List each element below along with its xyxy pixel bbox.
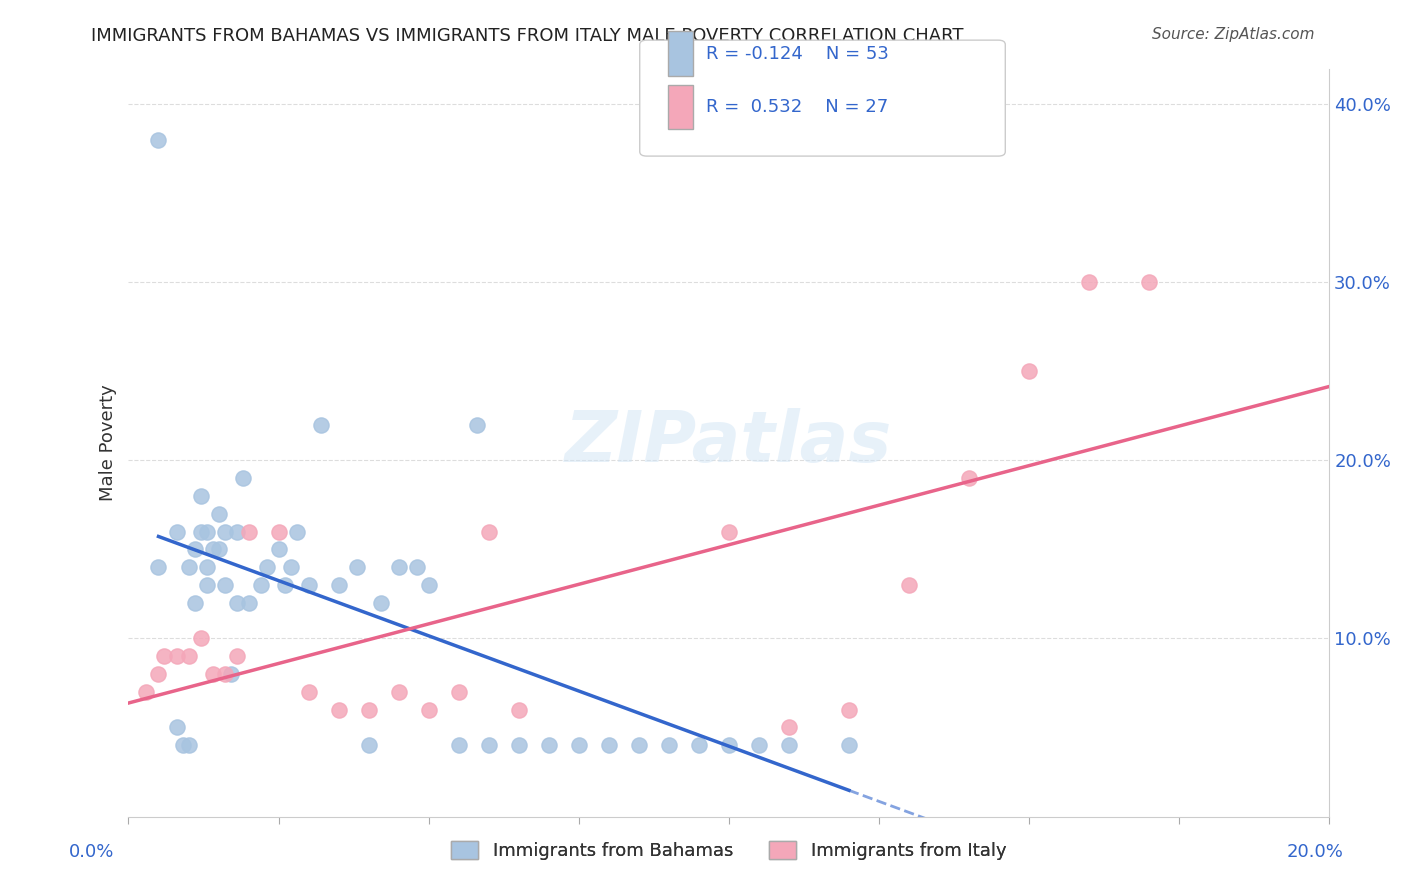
Point xyxy=(405,560,427,574)
Point xyxy=(285,524,308,539)
Point xyxy=(267,524,290,539)
Point xyxy=(478,739,501,753)
Point xyxy=(309,417,332,432)
Point xyxy=(568,739,591,753)
Point xyxy=(148,560,170,574)
Point xyxy=(280,560,302,574)
Point xyxy=(957,471,980,485)
Point xyxy=(717,739,740,753)
Point xyxy=(627,739,650,753)
Point xyxy=(148,133,170,147)
Point xyxy=(207,507,229,521)
Text: ZIPatlas: ZIPatlas xyxy=(565,408,893,477)
Point xyxy=(214,578,236,592)
Text: 0.0%: 0.0% xyxy=(69,843,114,861)
Point xyxy=(195,560,218,574)
Point xyxy=(177,739,200,753)
Point xyxy=(838,739,860,753)
Point xyxy=(225,596,247,610)
Point xyxy=(418,578,440,592)
Point xyxy=(238,524,260,539)
Point xyxy=(166,649,188,664)
Point xyxy=(267,542,290,557)
Point xyxy=(190,524,212,539)
Point xyxy=(1137,275,1160,289)
Text: Source: ZipAtlas.com: Source: ZipAtlas.com xyxy=(1152,27,1315,42)
Point xyxy=(1018,364,1040,378)
Point xyxy=(297,578,319,592)
Point xyxy=(135,685,157,699)
Point xyxy=(898,578,921,592)
Point xyxy=(778,721,800,735)
Point xyxy=(225,524,247,539)
Point xyxy=(273,578,295,592)
Point xyxy=(838,703,860,717)
Text: 20.0%: 20.0% xyxy=(1286,843,1343,861)
Point xyxy=(207,542,229,557)
Point xyxy=(328,703,350,717)
Point xyxy=(183,596,205,610)
Text: R =  0.532    N = 27: R = 0.532 N = 27 xyxy=(706,98,889,116)
Point xyxy=(297,685,319,699)
Point xyxy=(201,542,224,557)
Point xyxy=(225,649,247,664)
Point xyxy=(537,739,560,753)
Point xyxy=(190,489,212,503)
Text: R = -0.124    N = 53: R = -0.124 N = 53 xyxy=(706,45,889,62)
Point xyxy=(172,739,194,753)
Point xyxy=(778,739,800,753)
Point xyxy=(183,542,205,557)
Point xyxy=(717,524,740,539)
Point xyxy=(748,739,770,753)
Point xyxy=(1078,275,1101,289)
Point xyxy=(177,560,200,574)
Point xyxy=(166,524,188,539)
Point xyxy=(190,632,212,646)
Point xyxy=(478,524,501,539)
Point xyxy=(447,685,470,699)
Point xyxy=(357,739,380,753)
Text: IMMIGRANTS FROM BAHAMAS VS IMMIGRANTS FROM ITALY MALE POVERTY CORRELATION CHART: IMMIGRANTS FROM BAHAMAS VS IMMIGRANTS FR… xyxy=(91,27,965,45)
Point xyxy=(508,739,530,753)
Point xyxy=(177,649,200,664)
Point xyxy=(153,649,176,664)
Point xyxy=(249,578,271,592)
Point xyxy=(447,739,470,753)
Point xyxy=(388,685,411,699)
Point xyxy=(598,739,620,753)
Point xyxy=(166,721,188,735)
Point xyxy=(508,703,530,717)
Point xyxy=(465,417,488,432)
Point xyxy=(148,667,170,681)
Y-axis label: Male Poverty: Male Poverty xyxy=(100,384,117,501)
Point xyxy=(232,471,254,485)
Point xyxy=(214,524,236,539)
Point xyxy=(201,667,224,681)
Legend: Immigrants from Bahamas, Immigrants from Italy: Immigrants from Bahamas, Immigrants from… xyxy=(444,833,1014,867)
Point xyxy=(328,578,350,592)
Point xyxy=(418,703,440,717)
Point xyxy=(357,703,380,717)
Point xyxy=(219,667,242,681)
Point xyxy=(658,739,681,753)
Point xyxy=(370,596,392,610)
Point xyxy=(238,596,260,610)
Point xyxy=(195,578,218,592)
Point xyxy=(346,560,368,574)
Point xyxy=(388,560,411,574)
Point xyxy=(256,560,278,574)
Point xyxy=(688,739,710,753)
Point xyxy=(214,667,236,681)
Point xyxy=(195,524,218,539)
